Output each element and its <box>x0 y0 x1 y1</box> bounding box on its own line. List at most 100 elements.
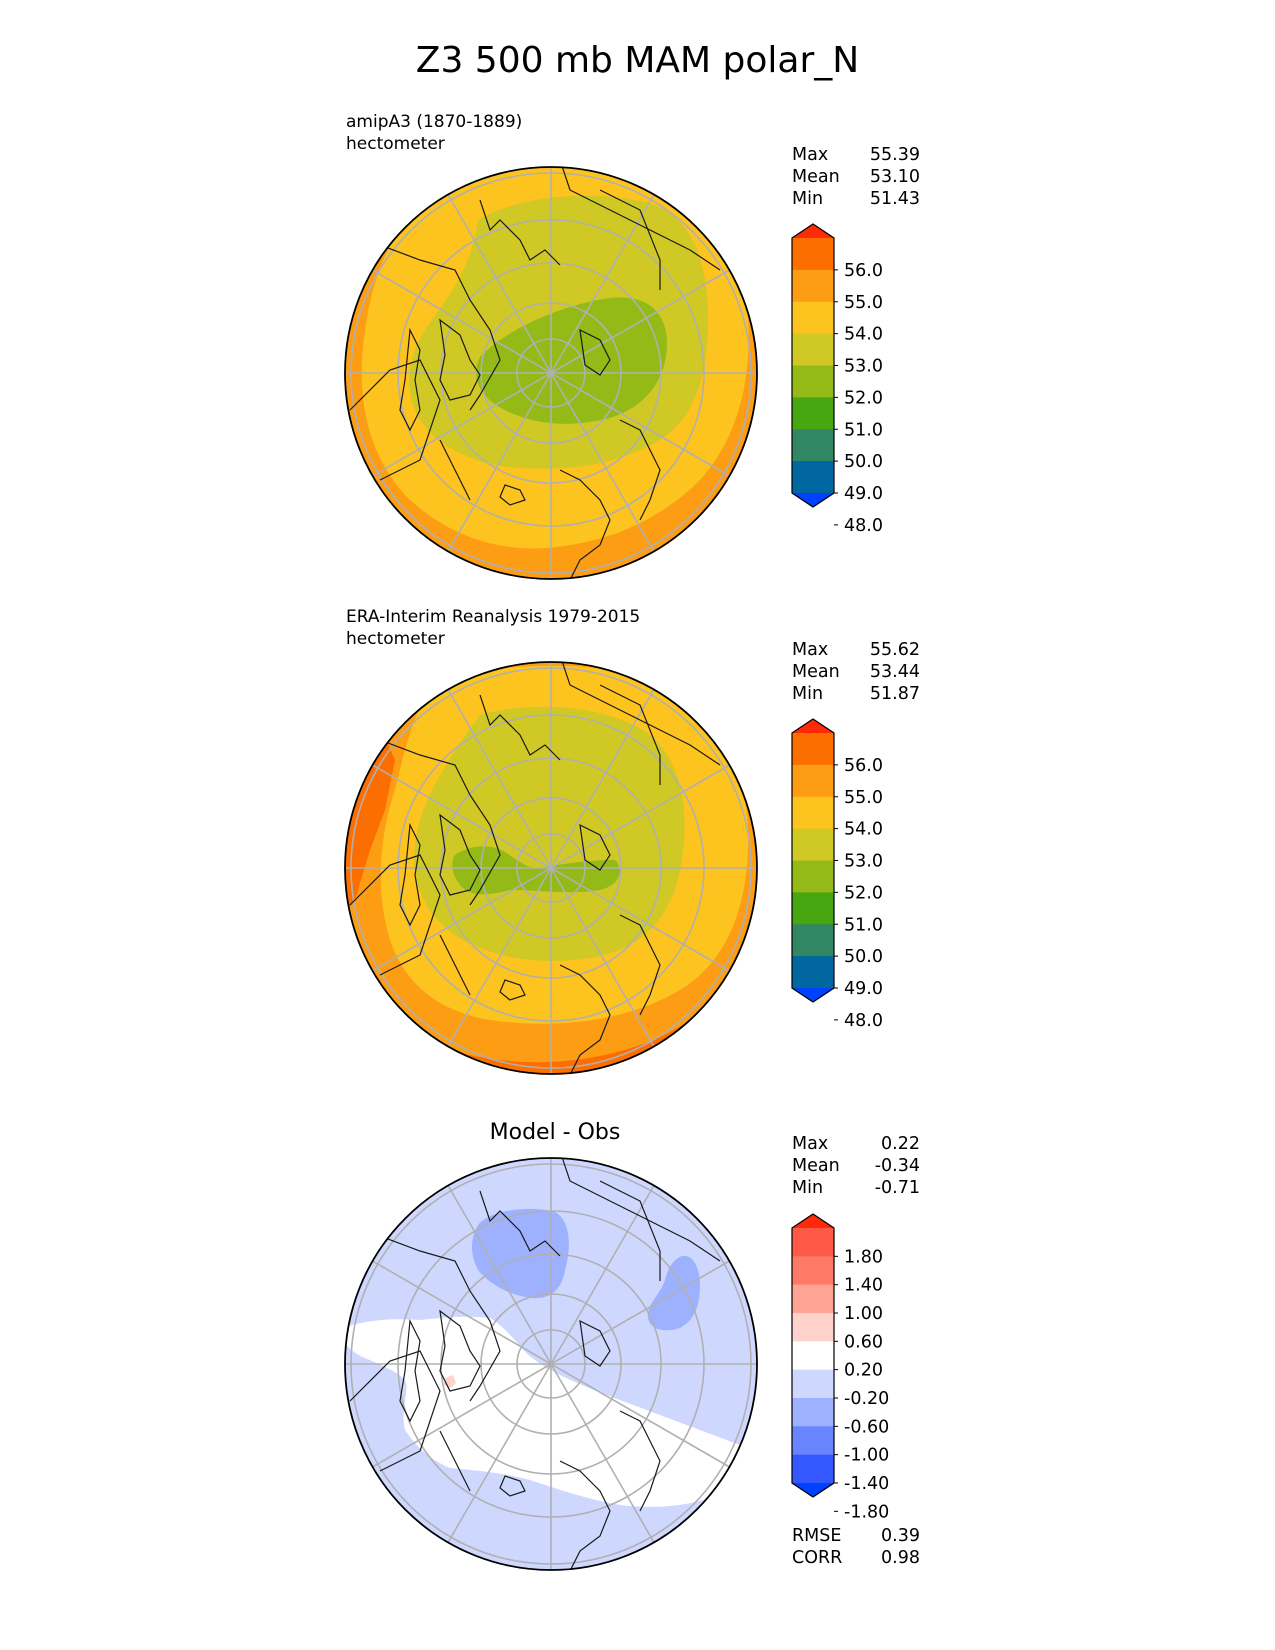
panel1-colorbar-segment <box>792 333 834 366</box>
panel2-min-value: 51.87 <box>869 684 920 704</box>
panel2-colorbar-tick-label: 52.0 <box>844 883 883 903</box>
panel3-colorbar-segment <box>792 1256 834 1286</box>
panel2-colorbar-tick-label: 50.0 <box>844 947 883 967</box>
panel1-map <box>345 167 757 579</box>
panel3-colorbar: 1.80 1.40 1.00 0.60 0.20 -0.20 -0.60 -1.00 -1.40… <box>791 1213 889 1522</box>
panel3-colorbar-segment <box>792 1341 834 1371</box>
rmse-value: 0.39 <box>881 1526 920 1546</box>
panel2-colorbar-segment <box>792 924 834 957</box>
panel3-colorbar-tick-label: -1.00 <box>844 1446 889 1466</box>
panel1-graticule <box>345 167 757 579</box>
panel1-stats: Max 55.39 Mean 53.10 Min 51.43 <box>792 144 920 210</box>
panel2-map <box>345 662 757 1074</box>
panel1-colorbar-tick-label: 49.0 <box>844 484 883 504</box>
panel2-mean-value: 53.44 <box>869 662 920 682</box>
panel2-colorbar-segment <box>792 860 834 893</box>
panel2-mean-label: Mean <box>792 662 840 682</box>
panel1-colorbar-tick-label: 56.0 <box>844 261 883 281</box>
panel1-colorbar: 56.0 55.0 54.0 53.0 52.0 51.0 50.0 49.0 48.0 <box>791 223 883 536</box>
panel3-colorbar-extend-min <box>792 1483 834 1497</box>
panel1-max-value: 55.39 <box>869 145 920 165</box>
panel1-colorbar-segment <box>792 429 834 462</box>
panel2-fill-51-52 <box>452 846 620 895</box>
panel1-colorbar-segment <box>792 365 834 398</box>
panel2-colorbar-segment <box>792 892 834 925</box>
panel2-colorbar-segment <box>792 828 834 861</box>
panel3-title: Model - Obs <box>489 1120 621 1145</box>
panel1-colorbar-tick-label: 50.0 <box>844 452 883 472</box>
panel1-max-label: Max <box>792 145 829 165</box>
panel1-colorbar-tick-label: 55.0 <box>844 293 883 313</box>
panel2-subtitle-line1: ERA-Interim Reanalysis 1979-2015 <box>346 607 641 627</box>
panel2-coastlines <box>345 662 721 1074</box>
panel3-min-label: Min <box>792 1178 824 1198</box>
panel2-min-label: Min <box>792 684 824 704</box>
panel1-colorbar-segment <box>792 238 834 271</box>
panel1-colorbar-segment <box>792 397 834 430</box>
panel1-colorbar-tick-label: 53.0 <box>844 357 883 377</box>
corr-value: 0.98 <box>881 1548 920 1568</box>
panel3-colorbar-tick-label: -0.60 <box>844 1417 889 1437</box>
panel2-colorbar-tick-label: 51.0 <box>844 915 883 935</box>
panel1-min-label: Min <box>792 189 824 209</box>
panel3-max-label: Max <box>792 1134 829 1154</box>
panel1-subtitle: amipA3 (1870-1889) hectometer <box>346 111 522 155</box>
panel3-colorbar-tick-label: -1.80 <box>844 1502 889 1522</box>
panel3-colorbar-segment <box>792 1228 834 1257</box>
panel3-colorbar-tick-label: 0.20 <box>844 1361 883 1381</box>
figure-title: Z3 500 mb MAM polar_N <box>415 40 860 81</box>
panel1-units: hectometer <box>346 134 445 154</box>
panel3-max-value: 0.22 <box>881 1134 920 1154</box>
panel2-graticule <box>345 662 757 1074</box>
panel1-colorbar-tick-label: 51.0 <box>844 420 883 440</box>
panel2-colorbar-segment <box>792 796 834 830</box>
panel2-colorbar-segment <box>792 956 834 989</box>
panel1-mean-label: Mean <box>792 167 840 187</box>
panel3-colorbar-segment <box>792 1284 834 1314</box>
panel2-colorbar-tick-label: 56.0 <box>844 756 883 776</box>
panel3-colorbar-segment <box>792 1426 834 1456</box>
panel2-colorbar-extend-min <box>792 988 834 1002</box>
panel3-map <box>345 1158 757 1570</box>
panel1-subtitle-line1: amipA3 (1870-1889) <box>346 112 523 132</box>
panel2-subtitle: ERA-Interim Reanalysis 1979-2015 hectome… <box>346 606 640 650</box>
panel1-colorbar-extend-max <box>792 224 834 238</box>
panel2-colorbar: 56.0 55.0 54.0 53.0 52.0 51.0 50.0 49.0 48.0 <box>791 718 883 1031</box>
panel1-colorbar-tick-label: 52.0 <box>844 388 883 408</box>
panel2-colorbar-tick-label: 54.0 <box>844 820 883 840</box>
panel1-colorbar-segment <box>792 269 834 303</box>
panel2-map-border <box>344 661 758 1075</box>
panel3-colorbar-segment <box>792 1313 834 1342</box>
panel1-map-border <box>344 166 758 580</box>
panel1-colorbar-tick-label: 48.0 <box>844 516 883 536</box>
panel2-colorbar-tick-label: 55.0 <box>844 788 883 808</box>
panel3-graticule <box>345 1158 757 1570</box>
panel3-colorbar-segment <box>792 1454 834 1484</box>
panel2-colorbar-tick-label: 48.0 <box>844 1011 883 1031</box>
panel3-colorbar-tick-label: -1.40 <box>844 1474 889 1494</box>
panel2-colorbar-tick-label: 49.0 <box>844 979 883 999</box>
panel1-colorbar-segment <box>792 301 834 335</box>
panel3-fill-neg06-neg10-a <box>472 1208 569 1299</box>
panel3-stats: Max 0.22 Mean -0.34 Min -0.71 <box>792 1133 920 1199</box>
panel2-colorbar-extend-max <box>792 719 834 733</box>
panel2-colorbar-segment <box>792 764 834 798</box>
panel3-coastlines <box>345 1158 721 1570</box>
corr-label: CORR <box>792 1548 843 1568</box>
panel2-colorbar-tick-label: 53.0 <box>844 852 883 872</box>
panel3-colorbar-tick-label: 0.60 <box>844 1332 883 1352</box>
panel2-units: hectometer <box>346 629 445 649</box>
panel1-colorbar-extend-min <box>792 493 834 507</box>
panel3-colorbar-extend-max <box>792 1214 834 1228</box>
panel3-colorbar-tick-label: 1.80 <box>844 1247 883 1267</box>
panel3-colorbar-tick-label: 1.40 <box>844 1276 883 1296</box>
panel3-map-border <box>344 1157 758 1571</box>
panel1-mean-value: 53.10 <box>869 167 920 187</box>
panel3-colorbar-tick-label: -0.20 <box>844 1389 889 1409</box>
panel2-max-value: 55.62 <box>869 640 920 660</box>
panel3-mean-value: -0.34 <box>874 1156 920 1176</box>
panel2-max-label: Max <box>792 640 829 660</box>
panel2-colorbar-segment <box>792 733 834 766</box>
panel1-coastlines <box>345 167 721 579</box>
